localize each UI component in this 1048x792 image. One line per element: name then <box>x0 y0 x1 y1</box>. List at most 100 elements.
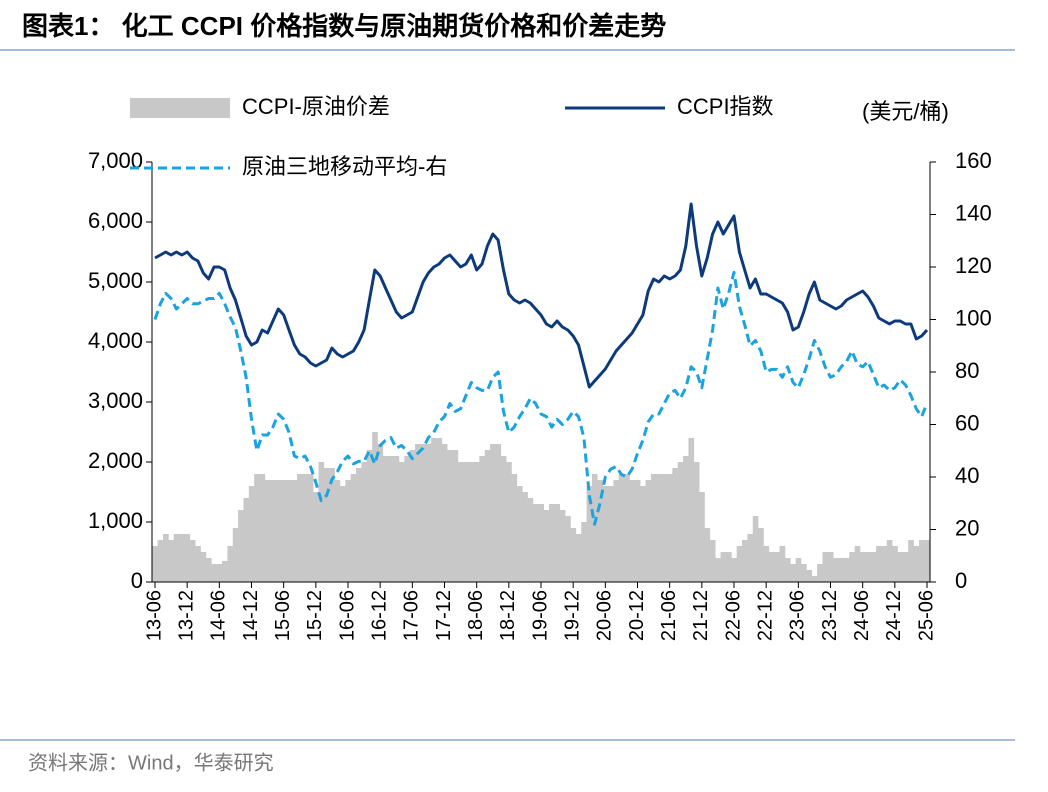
y2-tick-label: 120 <box>955 253 992 278</box>
area-bar <box>768 552 775 582</box>
y2-tick-label: 100 <box>955 305 992 330</box>
legend-label: CCPI指数 <box>677 94 774 119</box>
x-tick-label: 19-12 <box>561 590 583 641</box>
area-bar <box>238 510 244 582</box>
area-bar <box>565 516 571 582</box>
area-bar <box>624 474 630 582</box>
y-tick-label: 3,000 <box>88 388 143 413</box>
area-bar <box>248 486 255 582</box>
x-tick-label: 20-12 <box>626 590 648 641</box>
x-tick-label: 18-12 <box>497 590 519 641</box>
area-bar <box>924 540 930 582</box>
area-bar <box>527 498 534 582</box>
area-bar <box>522 492 528 582</box>
area-bar <box>656 474 662 582</box>
area-bar <box>232 528 239 582</box>
area-bar <box>286 480 293 582</box>
legend-label: CCPI-原油价差 <box>242 94 390 119</box>
area-bar <box>339 486 346 582</box>
area-bar <box>720 552 727 582</box>
area-bar <box>452 450 459 582</box>
area-bar <box>280 480 287 582</box>
area-bar <box>645 480 652 582</box>
y-tick-label: 2,000 <box>88 448 143 473</box>
area-bar <box>902 552 909 582</box>
area-bar <box>897 552 904 582</box>
area-bar <box>420 444 427 582</box>
area-bar <box>827 552 834 582</box>
area-bar <box>463 462 469 582</box>
area-bar <box>398 462 405 582</box>
area-bar <box>431 438 437 582</box>
area-bar <box>693 462 700 582</box>
area-bar <box>581 522 587 582</box>
area-bar <box>608 486 614 582</box>
area-bar <box>163 534 169 582</box>
area-bar <box>876 546 882 582</box>
area-bar <box>913 546 920 582</box>
area-bar <box>784 558 791 582</box>
area-bar <box>205 558 212 582</box>
area-bar <box>849 552 855 582</box>
area-bar <box>243 498 250 582</box>
area-bar <box>602 486 609 582</box>
area-bar <box>661 474 668 582</box>
area-bar <box>790 564 796 582</box>
area-bar <box>516 486 523 582</box>
area-bar <box>415 444 421 582</box>
legend-label: 原油三地移动平均-右 <box>242 154 447 179</box>
area-bar <box>634 480 641 582</box>
line-series <box>153 270 929 526</box>
area-bar <box>774 552 780 582</box>
area-bar <box>479 456 486 582</box>
area-bar <box>511 474 518 582</box>
x-tick-label: 21-12 <box>690 590 712 641</box>
area-bar <box>586 486 593 582</box>
area-bar <box>918 540 925 582</box>
x-tick-label: 23-06 <box>787 590 809 641</box>
area-bar <box>779 546 786 582</box>
area-bar <box>538 504 544 582</box>
area-bar <box>629 480 636 582</box>
area-bar <box>725 552 732 582</box>
area-bar <box>640 486 646 582</box>
x-tick-label: 24-06 <box>851 590 873 641</box>
area-bar <box>195 546 201 582</box>
area-bar <box>715 558 721 582</box>
area-bar <box>806 570 813 582</box>
area-bar <box>222 561 228 582</box>
area-bar <box>709 540 716 582</box>
y2-tick-label: 40 <box>955 463 979 488</box>
area-bar <box>763 546 770 582</box>
area-bar <box>613 480 620 582</box>
area-bar <box>747 534 754 582</box>
legend-swatch <box>130 98 230 118</box>
area-bar <box>908 540 914 582</box>
x-tick-label: 16-06 <box>336 590 358 641</box>
area-bar <box>677 462 684 582</box>
area-bar <box>495 444 502 582</box>
y-tick-label: 1,000 <box>88 508 143 533</box>
area-bar <box>297 474 303 582</box>
area-bar <box>597 480 603 582</box>
area-bar <box>157 540 164 582</box>
x-tick-label: 19-06 <box>529 590 551 641</box>
area-bar <box>854 546 861 582</box>
area-bar <box>892 546 898 582</box>
area-bar <box>184 534 191 582</box>
area-bar <box>350 474 357 582</box>
area-bar <box>372 432 378 582</box>
line-series <box>154 202 929 389</box>
x-tick-label: 15-12 <box>304 590 326 641</box>
area-bar <box>313 492 319 582</box>
x-tick-label: 22-12 <box>754 590 776 641</box>
area-bar <box>173 534 180 582</box>
area-bar <box>179 534 185 582</box>
area-bar <box>356 468 362 582</box>
area-bar <box>490 444 496 582</box>
y2-tick-label: 80 <box>955 358 979 383</box>
area-bar <box>618 474 625 582</box>
area-bar <box>881 546 888 582</box>
area-bar <box>817 564 823 582</box>
